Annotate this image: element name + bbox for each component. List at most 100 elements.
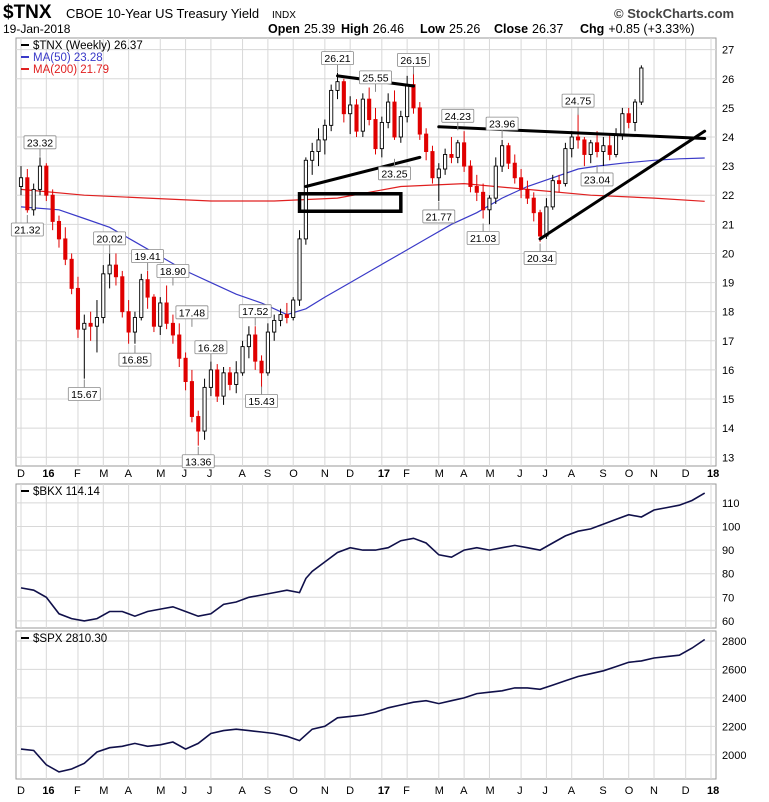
candle-body bbox=[386, 101, 391, 123]
x-tick-label: 18 bbox=[707, 785, 719, 797]
price-label: 21.77 bbox=[426, 211, 452, 223]
candle-body bbox=[88, 322, 93, 327]
price-label-box bbox=[523, 251, 557, 265]
candle-body bbox=[120, 276, 125, 313]
price-label-box bbox=[67, 387, 101, 401]
y-tick-label: 2600 bbox=[722, 664, 746, 676]
price-label-box bbox=[580, 172, 614, 187]
chart-date: 19-Jan-2018 bbox=[3, 22, 71, 36]
candle-body bbox=[620, 113, 625, 135]
y-tick-label: 17 bbox=[722, 336, 734, 348]
candle-body bbox=[531, 197, 536, 214]
candle-body bbox=[417, 107, 422, 135]
x-tick-label: O bbox=[625, 468, 634, 480]
candle-body bbox=[265, 331, 270, 374]
x-tick-label: 17 bbox=[378, 468, 390, 480]
y-tick-label: 2000 bbox=[722, 750, 746, 762]
x-tick-label: D bbox=[17, 468, 25, 480]
stat-label: Close bbox=[494, 22, 528, 36]
price-label-box bbox=[397, 52, 430, 67]
candle-body bbox=[303, 159, 308, 240]
price-label-box bbox=[175, 305, 209, 320]
y-tick-label: 16 bbox=[722, 365, 734, 377]
candle-body bbox=[25, 177, 30, 211]
candle-body bbox=[367, 98, 372, 120]
x-tick-label: M bbox=[99, 468, 108, 480]
y-tick-label: 70 bbox=[722, 592, 734, 604]
x-tick-label: N bbox=[321, 468, 329, 480]
price-label-box bbox=[359, 70, 392, 85]
candle-body bbox=[50, 194, 55, 222]
x-tick-label: 16 bbox=[42, 785, 54, 797]
x-tick-label: M bbox=[435, 468, 444, 480]
symbol-name: CBOE 10-Year US Treasury Yield bbox=[66, 6, 259, 21]
candle-body bbox=[595, 142, 600, 153]
x-tick-label: O bbox=[625, 785, 634, 797]
price-label-box bbox=[378, 166, 411, 181]
y-tick-label: 60 bbox=[722, 616, 734, 628]
candle-body bbox=[639, 67, 644, 103]
x-tick-label: J bbox=[542, 468, 548, 480]
price-label-box bbox=[441, 108, 475, 123]
candle-body bbox=[550, 180, 555, 208]
candle-body bbox=[462, 142, 467, 167]
trendline bbox=[538, 129, 707, 241]
price-label-box bbox=[194, 340, 228, 355]
x-tick-label: J bbox=[517, 785, 523, 797]
candle-body bbox=[443, 154, 448, 170]
symbol-title: $TNX bbox=[3, 2, 52, 23]
stat-open: Open 25.39 bbox=[268, 22, 335, 36]
y-tick-label: 14 bbox=[722, 423, 734, 435]
x-tick-label: 18 bbox=[707, 468, 719, 480]
candle-body bbox=[500, 145, 505, 167]
price-label-box bbox=[93, 231, 127, 246]
y-tick-label: 2800 bbox=[722, 636, 746, 648]
x-tick-label: N bbox=[650, 785, 658, 797]
price-label: 18.90 bbox=[160, 266, 186, 278]
candle-body bbox=[430, 151, 435, 179]
candle-body bbox=[544, 206, 549, 237]
candle-body bbox=[291, 299, 296, 318]
stat-chg: Chg +0.85 (+3.33%) bbox=[580, 22, 694, 36]
candle-body bbox=[101, 273, 106, 318]
candle-body bbox=[196, 416, 201, 432]
candle-body bbox=[170, 322, 175, 336]
support-box bbox=[297, 192, 403, 213]
x-tick-label: M bbox=[485, 468, 494, 480]
price-label: 19.41 bbox=[134, 251, 160, 263]
price-label: 26.21 bbox=[324, 53, 350, 65]
candle-body bbox=[132, 317, 137, 333]
candle-body bbox=[632, 101, 638, 123]
candle-body bbox=[557, 180, 562, 185]
candle-body bbox=[56, 220, 62, 240]
legend-entry: MA(200) 21.79 bbox=[33, 64, 109, 76]
candle-body bbox=[329, 89, 334, 126]
x-tick-label: D bbox=[346, 468, 354, 480]
candle-body bbox=[538, 212, 543, 237]
candle-body bbox=[310, 151, 315, 161]
price-label-box bbox=[118, 352, 152, 367]
spx-panel: 2000 2200 2400 2600 2800 $SPX 2810.30 bbox=[15, 630, 746, 780]
candle-body bbox=[493, 165, 498, 199]
stockcharts-brand: © StockCharts.com bbox=[614, 6, 734, 21]
x-tick-label: F bbox=[74, 785, 81, 797]
candle-body bbox=[227, 372, 232, 385]
candle-body bbox=[272, 319, 277, 333]
exchange-tag: INDX bbox=[272, 10, 296, 21]
stat-value: 25.39 bbox=[304, 22, 335, 36]
candle-body bbox=[202, 386, 207, 432]
x-tick-label: M bbox=[156, 785, 165, 797]
y-tick-label: 25 bbox=[722, 103, 734, 115]
stat-value: +0.85 (+3.33%) bbox=[608, 22, 694, 36]
candle-body bbox=[519, 177, 524, 190]
candle-body bbox=[411, 84, 416, 109]
y-tick-label: 80 bbox=[722, 569, 734, 581]
price-label-box bbox=[466, 231, 500, 245]
candle-body bbox=[569, 136, 574, 150]
x-tick-label: S bbox=[599, 468, 606, 480]
candle-body bbox=[284, 314, 289, 318]
candle-body bbox=[341, 81, 346, 115]
candle-body bbox=[44, 165, 49, 196]
stat-high: High 26.46 bbox=[341, 22, 404, 36]
